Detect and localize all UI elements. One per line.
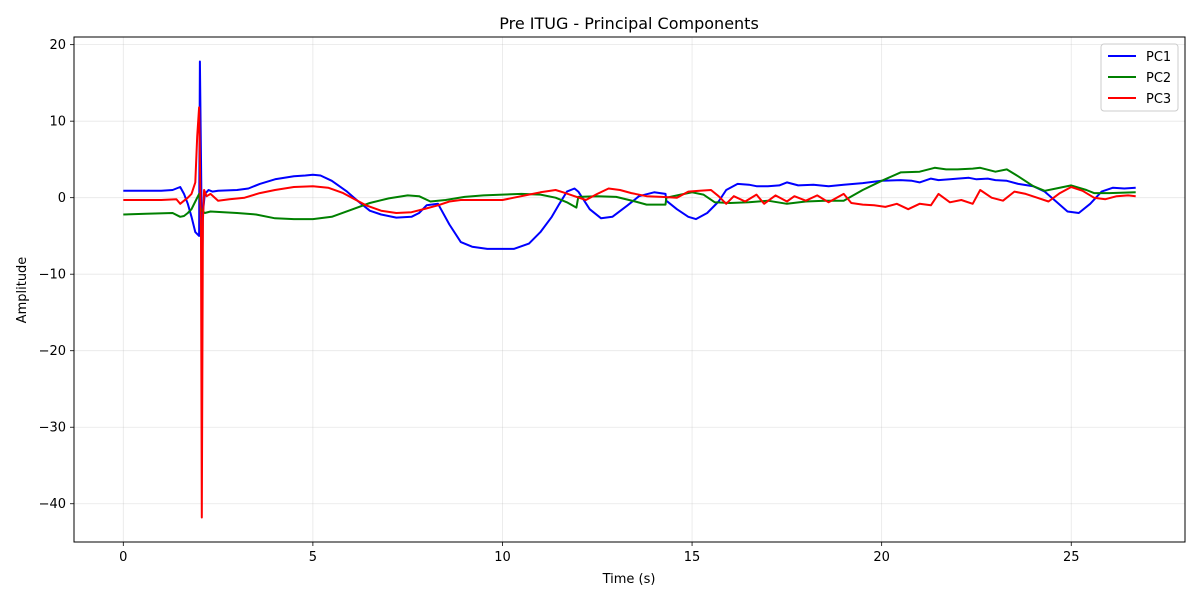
legend-label-pc2: PC2 (1146, 71, 1171, 86)
legend-box (1100, 43, 1179, 112)
x-axis-label: Time (s) (602, 572, 656, 587)
y-tick-label: −20 (39, 344, 66, 359)
y-tick-label: −40 (39, 497, 66, 512)
legend-label-pc1: PC1 (1146, 50, 1171, 65)
x-tick-label: 20 (873, 550, 890, 565)
y-tick-label: 10 (49, 115, 66, 130)
x-tick-label: 25 (1063, 550, 1080, 565)
x-tick-label: 10 (494, 550, 511, 565)
y-axis-label: Amplitude (15, 257, 30, 324)
chart-title: Pre ITUG - Principal Components (499, 14, 759, 33)
series-line-pc3 (123, 106, 1136, 519)
x-tick-label: 15 (684, 550, 701, 565)
series-lines (123, 60, 1136, 519)
y-tick-label: −10 (39, 268, 66, 283)
legend-label-pc3: PC3 (1146, 92, 1171, 107)
legend: PC1 PC2 PC3 (1100, 43, 1179, 112)
y-tick-label: 20 (49, 38, 66, 53)
plot-frame (73, 36, 1186, 543)
y-tick-label: −30 (39, 421, 66, 436)
y-tick-label: 0 (58, 191, 66, 206)
axis-ticks: 0 5 10 15 20 25 20 10 0 −10 −20 −30 −40 (39, 38, 1080, 565)
series-line-pc1 (123, 60, 1136, 276)
x-tick-label: 0 (119, 550, 127, 565)
x-tick-label: 5 (309, 550, 317, 565)
grid (74, 37, 1185, 542)
series-line-pc2 (123, 166, 1136, 221)
